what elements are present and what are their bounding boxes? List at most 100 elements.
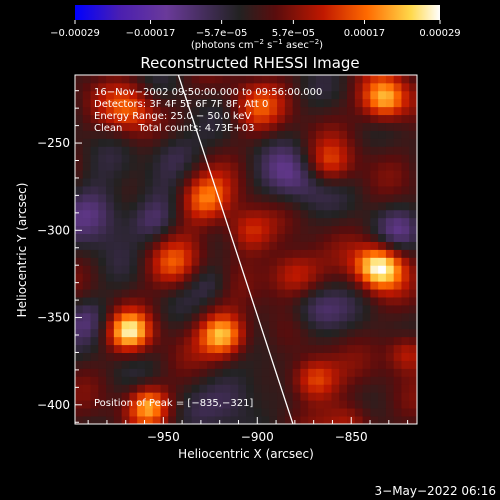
- heatmap-cell: [331, 360, 340, 369]
- heatmap-cell: [401, 400, 410, 409]
- heatmap-cell: [129, 297, 138, 306]
- heatmap-cell: [362, 344, 371, 354]
- heatmap-cell: [308, 305, 317, 314]
- heatmap-cell: [292, 178, 301, 187]
- heatmap-cell: [98, 98, 107, 108]
- heatmap-cell: [393, 257, 402, 266]
- heatmap-cell: [90, 241, 99, 250]
- heatmap-cell: [121, 193, 130, 203]
- heatmap-cell: [90, 376, 99, 385]
- heatmap-cell: [129, 75, 138, 84]
- heatmap-cell: [168, 225, 177, 235]
- heatmap-cell: [284, 368, 294, 377]
- heatmap-cell: [331, 170, 340, 179]
- heatmap-cell: [160, 201, 169, 211]
- heatmap-cell: [160, 297, 169, 306]
- heatmap-cell: [315, 217, 325, 227]
- heatmap-cell: [393, 297, 402, 306]
- heatmap-cell: [238, 408, 247, 417]
- heatmap-cell: [393, 320, 402, 330]
- heatmap-cell: [347, 154, 356, 163]
- heatmap-cell: [277, 193, 286, 203]
- heatmap-cell: [385, 305, 395, 314]
- heatmap-cell: [113, 154, 123, 163]
- heatmap-cell: [129, 408, 138, 417]
- heatmap-cell: [277, 352, 286, 361]
- heatmap-cell: [191, 209, 200, 219]
- heatmap-cell: [137, 257, 146, 266]
- heatmap-cell: [277, 209, 286, 219]
- heatmap-cell: [106, 281, 115, 290]
- heatmap-cell: [152, 408, 161, 417]
- heatmap-cell: [315, 170, 325, 179]
- heatmap-cell: [370, 408, 379, 417]
- heatmap-cell: [253, 82, 262, 92]
- heatmap-cell: [246, 352, 255, 361]
- heatmap-cell: [246, 170, 255, 179]
- heatmap-cell: [339, 312, 348, 322]
- heatmap-cell: [199, 106, 208, 116]
- heatmap-cell: [401, 305, 410, 314]
- heatmap-cell: [183, 352, 192, 361]
- heatmap-cell: [261, 130, 270, 139]
- colorbar-tick-label: 0.00029: [419, 28, 460, 39]
- heatmap-cell: [323, 392, 332, 401]
- heatmap-cell: [354, 312, 363, 322]
- heatmap-cell: [230, 114, 239, 123]
- heatmap-cell: [339, 249, 348, 258]
- heatmap-cell: [191, 170, 200, 179]
- heatmap-cell: [362, 328, 371, 338]
- heatmap-cell: [82, 408, 91, 417]
- heatmap-cell: [253, 75, 262, 84]
- heatmap-cell: [82, 336, 91, 346]
- heatmap-cell: [292, 130, 301, 139]
- heatmap-cell: [362, 162, 371, 171]
- heatmap-cell: [261, 400, 270, 409]
- heatmap-cell: [253, 114, 262, 123]
- heatmap-cell: [401, 114, 410, 123]
- heatmap-cell: [113, 384, 123, 393]
- heatmap-cell: [137, 106, 146, 116]
- heatmap-cell: [191, 241, 200, 250]
- heatmap-cell: [269, 416, 278, 424]
- heatmap-cell: [98, 138, 107, 147]
- heatmap-cell: [121, 368, 130, 377]
- heatmap-cell: [393, 360, 402, 369]
- heatmap-cell: [106, 328, 115, 338]
- heatmap-cell: [183, 154, 192, 163]
- heatmap-cell: [300, 408, 309, 417]
- heatmap-cell: [253, 98, 262, 108]
- heatmap-cell: [207, 75, 216, 84]
- heatmap-cell: [308, 392, 317, 401]
- heatmap-cell: [168, 265, 177, 274]
- heatmap-cell: [82, 305, 91, 314]
- heatmap-cell: [137, 162, 146, 171]
- colorbar-tick-label: −0.00029: [50, 28, 100, 39]
- heatmap-cell: [230, 305, 239, 314]
- heatmap-cell: [284, 416, 294, 424]
- heatmap-cell: [253, 209, 262, 219]
- heatmap-cell: [393, 281, 402, 290]
- heatmap-cell: [121, 336, 130, 346]
- heatmap-cell: [378, 273, 387, 282]
- heatmap-cell: [253, 122, 262, 131]
- heatmap-cell: [339, 408, 348, 417]
- heatmap-cell: [191, 90, 200, 100]
- heatmap-cell: [300, 225, 309, 235]
- heatmap-cell: [199, 170, 208, 179]
- heatmap-cell: [238, 75, 247, 84]
- heatmap-cell: [354, 360, 363, 369]
- y-tick-label: −350: [37, 311, 70, 325]
- heatmap-cell: [339, 75, 348, 84]
- heatmap-cell: [393, 209, 402, 219]
- heatmap-cell: [300, 186, 309, 195]
- colorbar-tick-label: −5.7e−05: [196, 28, 248, 39]
- heatmap-cell: [292, 75, 301, 84]
- heatmap-cell: [144, 162, 154, 171]
- heatmap-cell: [230, 122, 239, 131]
- heatmap-cell: [137, 225, 146, 235]
- heatmap-cell: [183, 281, 192, 290]
- heatmap-cell: [246, 400, 255, 409]
- heatmap-cell: [269, 273, 278, 282]
- heatmap-cell: [75, 193, 84, 203]
